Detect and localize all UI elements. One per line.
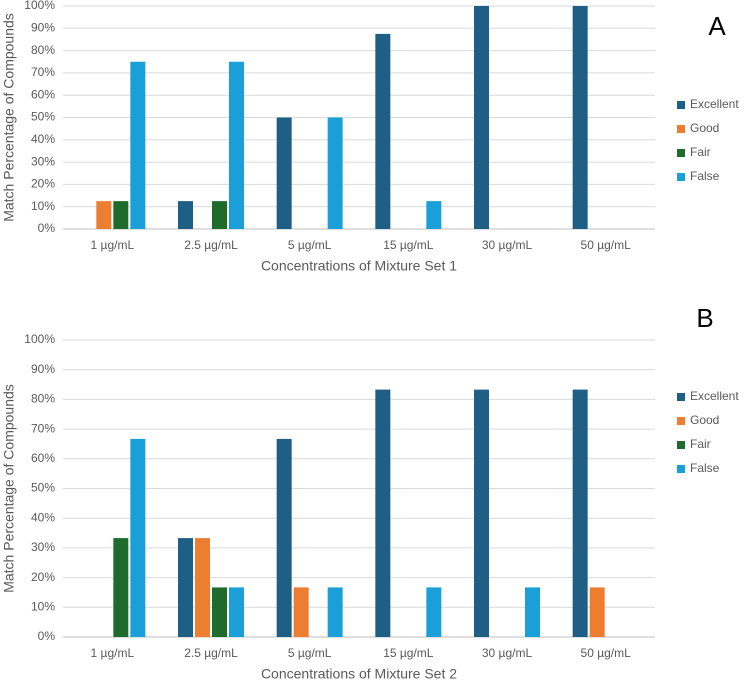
legend-label: Good [690,121,719,135]
bar [96,201,112,229]
x-tick-label: 1 µg/mL [91,238,135,252]
bar [130,438,146,637]
y-tick-label: 10% [31,199,55,213]
legend-swatch [677,101,685,109]
panel-label: A [708,11,726,41]
bar [375,389,391,637]
legend-label: False [690,169,720,183]
x-tick-label: 30 µg/mL [482,238,533,252]
y-tick-label: 30% [31,540,55,554]
bar [426,587,442,637]
legend-swatch [677,441,685,449]
y-tick-label: 100% [24,332,55,346]
legend-label: False [690,461,720,475]
y-tick-label: 80% [31,392,55,406]
bar [276,438,292,637]
y-tick-label: 20% [31,177,55,191]
x-tick-label: 5 µg/mL [288,646,332,660]
y-tick-label: 60% [31,451,55,465]
bar [327,587,343,637]
legend-label: Excellent [690,389,739,403]
legend-label: Fair [690,145,711,159]
y-tick-label: 10% [31,599,55,613]
y-tick-label: 90% [31,362,55,376]
bar [572,389,588,637]
y-tick-label: 70% [31,65,55,79]
bar [589,587,605,637]
panel-label: B [696,303,713,333]
bar [474,6,489,229]
bar [113,538,129,637]
y-tick-label: 0% [38,629,56,643]
bar [113,201,129,229]
y-tick-label: 100% [24,0,55,12]
bar [426,201,442,229]
y-axis-title: Match Percentage of Compounds [1,384,17,593]
legend-swatch [677,173,685,181]
x-tick-label: 50 µg/mL [581,238,632,252]
bar [276,117,292,229]
y-tick-label: 60% [31,87,55,101]
legend-label: Fair [690,437,711,451]
y-tick-label: 40% [31,132,55,146]
bar [474,389,489,637]
y-tick-label: 0% [38,221,56,235]
y-tick-label: 30% [31,154,55,168]
legend-swatch [677,417,685,425]
x-tick-label: 50 µg/mL [581,646,632,660]
bar [130,61,146,229]
bar [212,587,227,637]
legend-swatch [677,149,685,157]
bar [212,201,227,229]
legend-swatch [677,465,685,473]
legend-label: Excellent [690,97,739,111]
y-axis-title: Match Percentage of Compounds [1,13,17,222]
bar [229,61,244,229]
y-tick-label: 40% [31,510,55,524]
x-tick-label: 15 µg/mL [383,646,434,660]
x-tick-label: 5 µg/mL [288,238,332,252]
y-tick-label: 50% [31,481,55,495]
x-tick-label: 15 µg/mL [383,238,434,252]
x-tick-label: 2.5 µg/mL [184,238,238,252]
y-tick-label: 50% [31,110,55,124]
bar [195,538,210,637]
legend-swatch [677,393,685,401]
x-tick-label: 2.5 µg/mL [184,646,238,660]
bar [178,538,193,637]
x-tick-label: 1 µg/mL [91,646,135,660]
bar [572,6,588,229]
bar [293,587,309,637]
x-axis-title: Concentrations of Mixture Set 1 [261,258,457,274]
x-axis-title: Concentrations of Mixture Set 2 [261,666,457,682]
bar [327,117,343,229]
bar [375,33,391,229]
bar [178,201,193,229]
y-tick-label: 20% [31,570,55,584]
x-tick-label: 30 µg/mL [482,646,533,660]
y-tick-label: 70% [31,421,55,435]
bar [229,587,244,637]
y-tick-label: 80% [31,43,55,57]
y-tick-label: 90% [31,20,55,34]
bar [525,587,540,637]
legend-swatch [677,125,685,133]
legend-label: Good [690,413,719,427]
